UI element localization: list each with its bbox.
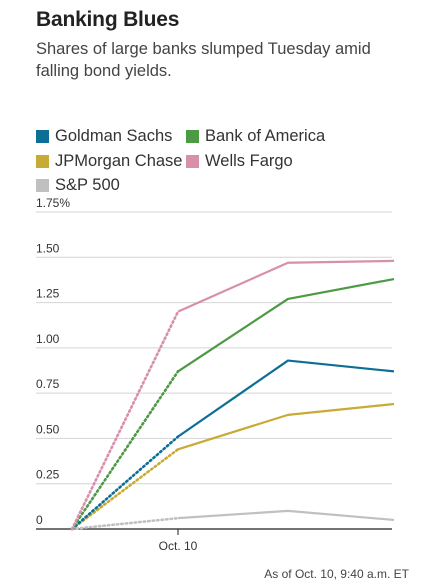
series-line-dotted <box>70 370 180 531</box>
y-tick-label: 1.50 <box>36 241 60 255</box>
chart-title: Banking Blues <box>36 8 180 31</box>
legend-swatch <box>186 155 199 168</box>
y-tick-label: 0.25 <box>36 468 60 482</box>
series-line <box>177 277 395 373</box>
y-tick-label: 1.75% <box>36 196 70 210</box>
legend-item-wells-fargo: Wells Fargo <box>186 152 293 171</box>
y-tick-label: 0.75 <box>36 377 60 391</box>
legend-item-jpmorgan-chase: JPMorgan Chase <box>36 152 182 171</box>
legend-label: S&P 500 <box>55 176 120 194</box>
legend-label: Goldman Sachs <box>55 127 173 145</box>
y-tick-label: 1.00 <box>36 332 60 346</box>
y-tick-label: 0 <box>36 513 43 527</box>
legend-swatch <box>186 130 199 143</box>
y-tick-label: 1.25 <box>36 287 60 301</box>
legend-item-goldman-sachs: Goldman Sachs <box>36 127 172 146</box>
series-line-dotted <box>70 516 180 531</box>
series-line <box>177 359 395 438</box>
series-line-dotted <box>70 435 180 531</box>
legend-swatch <box>36 130 49 143</box>
legend-swatch <box>36 179 49 192</box>
chart-subtitle: Shares of large banks slumped Tuesday am… <box>36 40 371 80</box>
legend-label: JPMorgan Chase <box>55 152 183 170</box>
footnote: As of Oct. 10, 9:40 a.m. ET <box>264 567 409 581</box>
series-line-dotted <box>70 447 180 531</box>
series-line <box>177 509 395 522</box>
legend-label: Wells Fargo <box>205 152 293 170</box>
series-line <box>177 402 395 451</box>
y-tick-label: 0.50 <box>36 422 60 436</box>
legend-label: Bank of America <box>205 127 326 145</box>
legend-item-sp-500: S&P 500 <box>36 176 120 195</box>
series-line <box>177 259 395 313</box>
legend-swatch <box>36 155 49 168</box>
series-line-dotted <box>70 310 180 531</box>
x-tick-label: Oct. 10 <box>159 539 198 553</box>
legend-item-bank-of-america: Bank of America <box>186 127 325 146</box>
